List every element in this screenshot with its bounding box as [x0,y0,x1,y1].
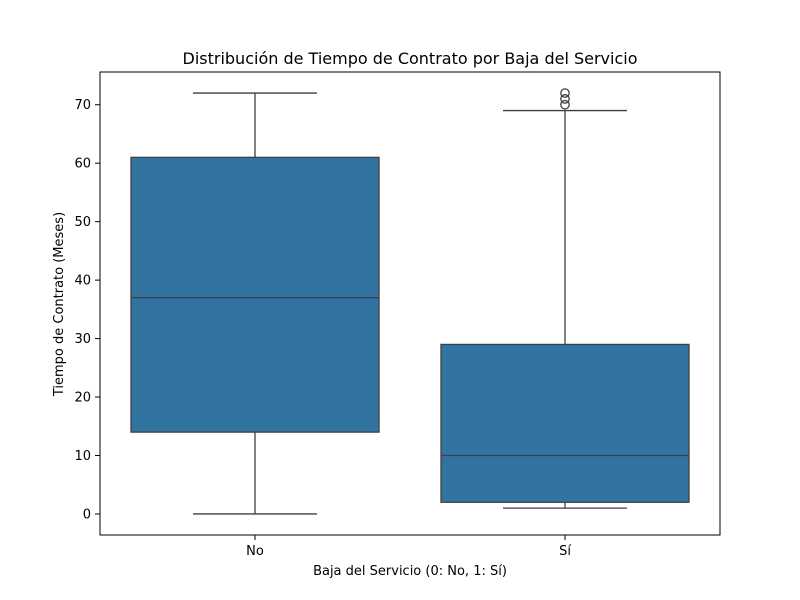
chart-title: Distribución de Tiempo de Contrato por B… [183,49,638,68]
y-tick-label-2: 20 [74,391,91,406]
x-tick-label-1: Sí [559,544,571,559]
x-tick-label-0: No [246,544,264,559]
plot-area: 0 10 20 30 40 50 60 70 No Sí [74,71,721,559]
series-1-outlier-2 [560,88,570,98]
y-tick-label-5: 50 [74,215,91,230]
series-1-outlier-1 [560,94,570,104]
y-tick-label-7: 70 [74,98,91,113]
series-1-box [440,343,690,503]
y-tick-label-6: 60 [74,157,91,172]
y-tick-label-0: 0 [83,507,91,522]
series-0-box [130,156,380,433]
y-tick-label-3: 30 [74,332,91,347]
y-tick-label-1: 10 [74,449,91,464]
plot-frame [99,71,721,536]
x-axis-label: Baja del Servicio (0: No, 1: Sí) [313,564,507,579]
y-axis-label: Tiempo de Contrato (Meses) [52,212,67,397]
series-1-outlier-0 [560,99,570,110]
y-tick-label-4: 40 [74,274,91,289]
